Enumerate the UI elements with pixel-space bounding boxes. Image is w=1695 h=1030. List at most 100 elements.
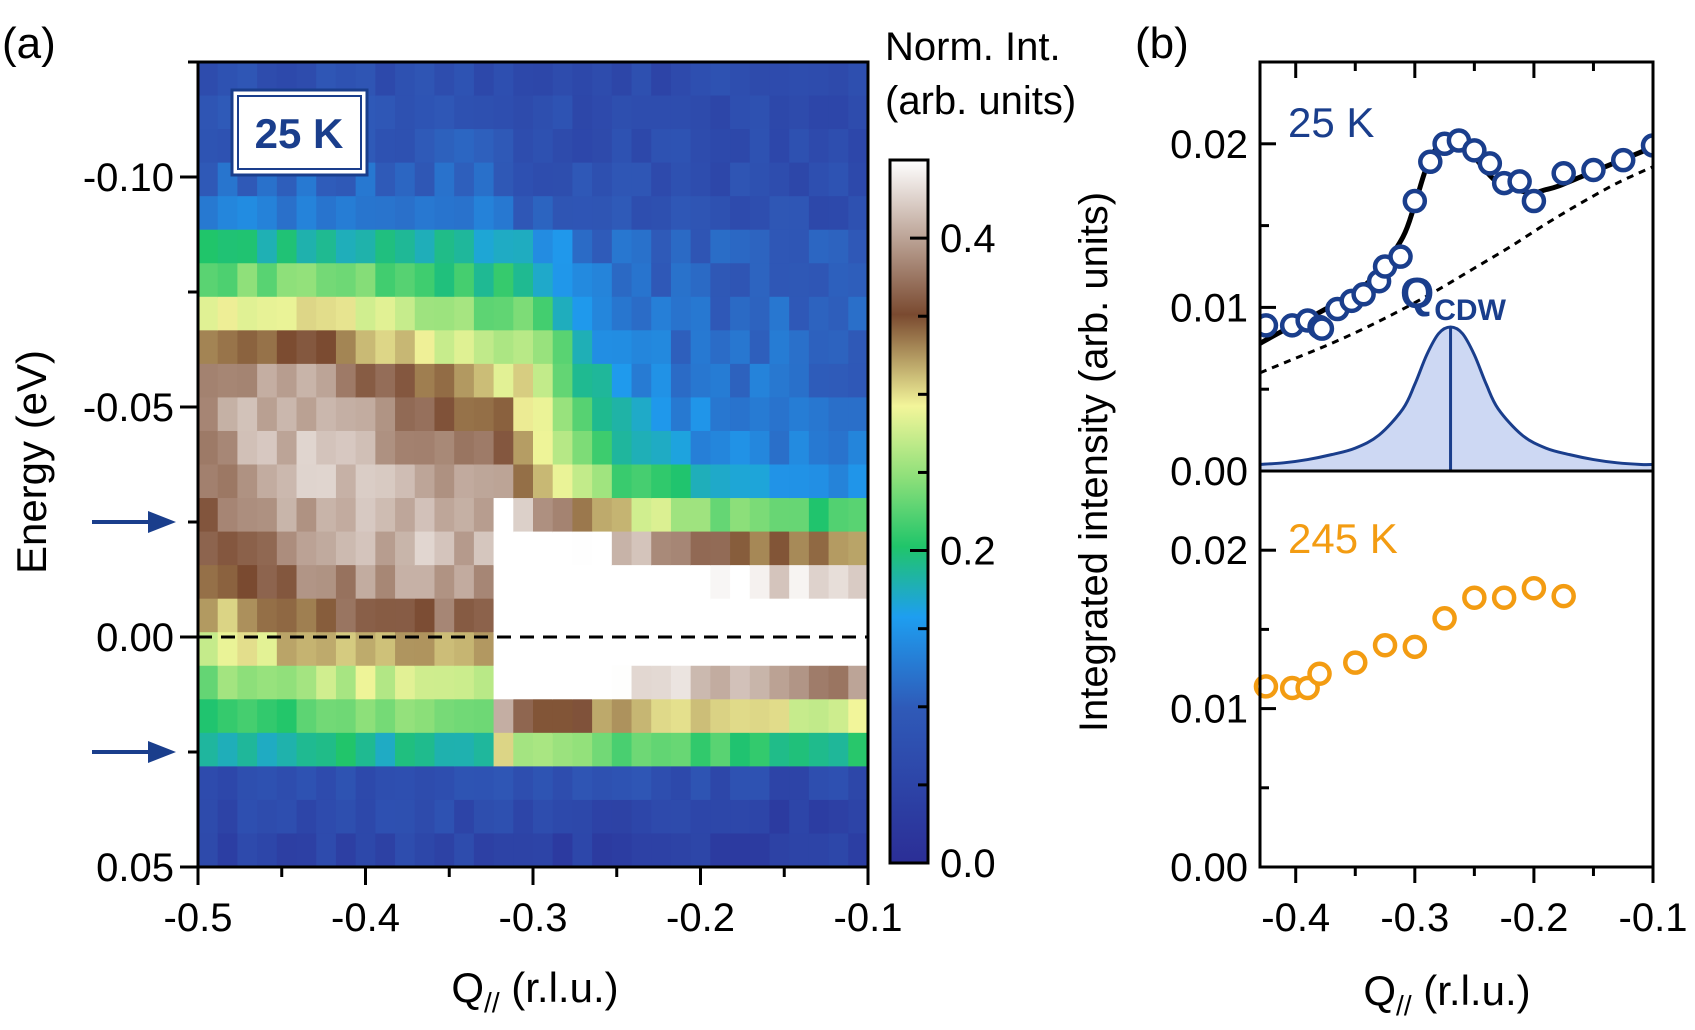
heatmap-cell: [257, 598, 278, 634]
heatmap-cell: [414, 665, 436, 701]
top-plot-area: [1260, 128, 1653, 471]
heatmap-cell: [296, 397, 318, 432]
heatmap-cell: [237, 330, 258, 365]
heatmap-cell: [316, 732, 337, 768]
heatmap-cell: [355, 330, 377, 365]
heatmap-cell: [631, 665, 653, 701]
heatmap-cell: [749, 498, 771, 533]
data-point-25k: [1309, 316, 1335, 341]
heatmap-cell: [473, 397, 495, 432]
heatmap-cell: [690, 397, 712, 432]
colorbar-tick-label: 0.4: [940, 217, 996, 261]
heatmap-cell: [730, 397, 751, 432]
heatmap-cell: [631, 430, 653, 466]
heatmap-cell: [789, 397, 810, 432]
heatmap-cell: [631, 766, 653, 801]
data-point-25k: [1418, 149, 1443, 175]
heatmap-cell: [552, 296, 574, 332]
colorbar-title-line1: Norm. Int.: [885, 25, 1061, 69]
heatmap-cell: [355, 196, 377, 231]
heatmap-cell: [730, 732, 751, 768]
heatmap-cell: [848, 62, 869, 97]
heatmap-cell: [434, 263, 455, 298]
heatmap-cell: [611, 732, 633, 768]
heatmap-cell: [276, 498, 298, 533]
heatmap-cell: [552, 598, 574, 634]
heatmap-cell: [375, 732, 396, 768]
heatmap-cell: [710, 766, 731, 801]
heatmap-cell: [375, 129, 396, 164]
heatmap-cell: [710, 95, 731, 130]
data-point-245k: [1551, 583, 1576, 609]
heatmap-cell: [276, 766, 298, 801]
heatmap-cell: [808, 498, 830, 533]
heatmap-cell: [769, 397, 790, 432]
heatmap-cell: [690, 565, 712, 600]
heatmap-cell: [710, 229, 731, 265]
heatmap-cell: [513, 162, 534, 197]
heatmap-cell: [217, 833, 239, 868]
heatmap-cell: [710, 263, 731, 298]
heatmap-cell: [611, 330, 633, 365]
heatmap-cell: [217, 229, 239, 265]
heatmap-cell: [808, 598, 830, 634]
heatmap-cell: [493, 665, 515, 701]
heatmap-cell: [198, 129, 219, 164]
heatmap-cell: [533, 330, 554, 365]
heatmap-cell: [789, 766, 810, 801]
heatmap-cell: [434, 330, 455, 365]
heatmap-cell: [769, 129, 790, 164]
heatmap-cell: [473, 129, 495, 164]
heatmap-cell: [533, 565, 554, 600]
heatmap-cell: [808, 732, 830, 768]
heatmap-cell: [217, 632, 239, 667]
heatmap-cell: [355, 799, 377, 835]
heatmap-cell: [276, 699, 298, 734]
panel-b-bottom-label: 245 K: [1288, 515, 1398, 562]
heatmap-cell: [473, 732, 495, 768]
heatmap-cell: [611, 296, 633, 332]
heatmap-cell: [651, 330, 672, 365]
heatmap-cell: [710, 799, 731, 835]
heatmap-cell: [552, 766, 574, 801]
heatmap-cell: [414, 363, 436, 399]
heatmap-cell: [730, 766, 751, 801]
qcdw-label-sub: CDW: [1434, 294, 1506, 327]
heatmap-cell: [257, 632, 278, 667]
heatmap-cell: [355, 498, 377, 533]
heatmap-cell: [237, 833, 258, 868]
heatmap-cell: [592, 498, 613, 533]
heatmap-cell: [572, 565, 593, 600]
heatmap-cell: [690, 632, 712, 667]
heatmap-cell: [769, 665, 790, 701]
heatmap-cell: [335, 397, 357, 432]
heatmap-cell: [572, 397, 593, 432]
heatmap-cell: [395, 531, 416, 566]
heatmap-cell: [473, 498, 495, 533]
heatmap-cell: [296, 498, 318, 533]
heatmap-cell: [473, 464, 495, 499]
heatmap-cell: [434, 665, 455, 701]
heatmap-cell: [513, 296, 534, 332]
heatmap-cell: [789, 129, 810, 164]
heatmap-cell: [690, 296, 712, 332]
heatmap-cell: [730, 498, 751, 533]
heatmap-cell: [730, 565, 751, 600]
heatmap-cell: [690, 699, 712, 734]
heatmap-cell: [848, 799, 869, 835]
heatmap-cell: [552, 229, 574, 265]
heatmap-cell: [237, 229, 258, 265]
heatmap-cell: [828, 196, 850, 231]
heatmap-cell: [198, 196, 219, 231]
heatmap-cell: [237, 363, 258, 399]
heatmap-cell: [611, 129, 633, 164]
heatmap-cell: [355, 531, 377, 566]
colorbar: [888, 158, 930, 865]
heatmap-cell: [395, 799, 416, 835]
heatmap-cells: [198, 62, 869, 868]
heatmap-cell: [375, 330, 396, 365]
heatmap-cell: [710, 565, 731, 600]
heatmap-cell: [217, 665, 239, 701]
heatmap-cell: [493, 732, 515, 768]
heatmap-cell: [651, 296, 672, 332]
